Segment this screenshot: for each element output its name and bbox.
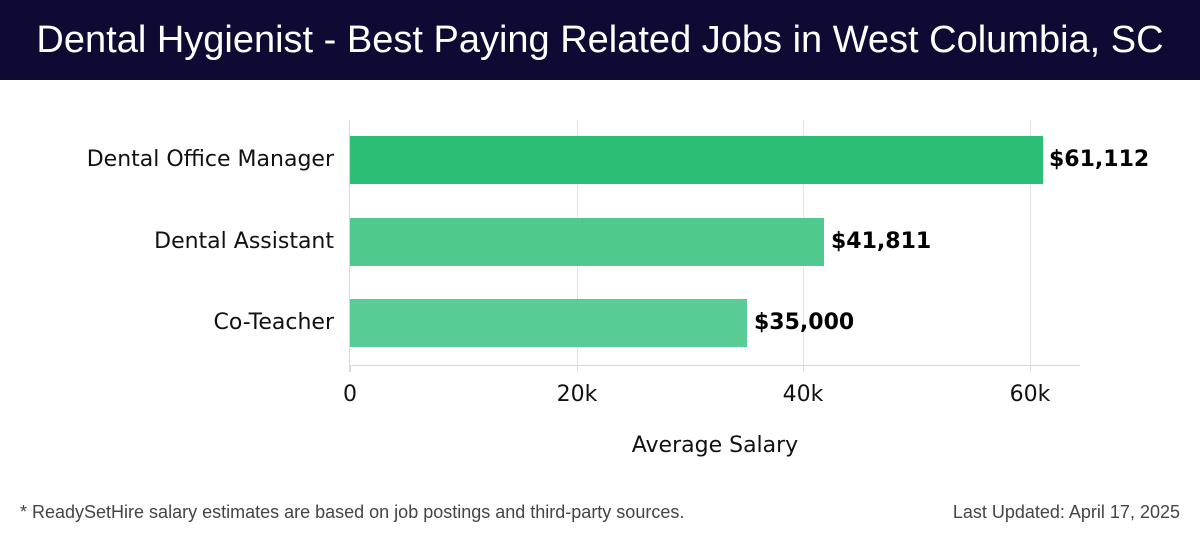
x-tick — [577, 365, 578, 372]
value-label: $41,811 — [831, 229, 932, 254]
x-axis-title: Average Salary — [631, 433, 799, 458]
category-label: Dental Assistant — [154, 229, 334, 254]
x-tick — [350, 365, 351, 372]
value-label: $35,000 — [754, 310, 855, 335]
gridline-60k — [1030, 120, 1031, 365]
x-tick-label: 20k — [556, 382, 598, 407]
bar-dental-assistant — [350, 218, 824, 266]
y-axis-line — [349, 120, 350, 372]
category-label: Co-Teacher — [213, 310, 334, 335]
bar-co-teacher — [350, 299, 747, 347]
x-axis-line — [350, 365, 1080, 366]
x-tick-label: 60k — [1009, 382, 1051, 407]
chart-title: Dental Hygienist - Best Paying Related J… — [36, 19, 1164, 61]
bar-dental-office-manager — [350, 136, 1043, 184]
footnote: * ReadySetHire salary estimates are base… — [20, 502, 685, 522]
category-label: Dental Office Manager — [86, 147, 334, 172]
last-updated: Last Updated: April 17, 2025 — [952, 502, 1180, 522]
x-tick-label: 40k — [782, 382, 824, 407]
x-tick — [1030, 365, 1031, 372]
value-label: $61,112 — [1049, 147, 1150, 172]
x-tick-label: 0 — [343, 382, 357, 407]
title-banner: Dental Hygienist - Best Paying Related J… — [0, 0, 1200, 80]
x-tick — [803, 365, 804, 372]
